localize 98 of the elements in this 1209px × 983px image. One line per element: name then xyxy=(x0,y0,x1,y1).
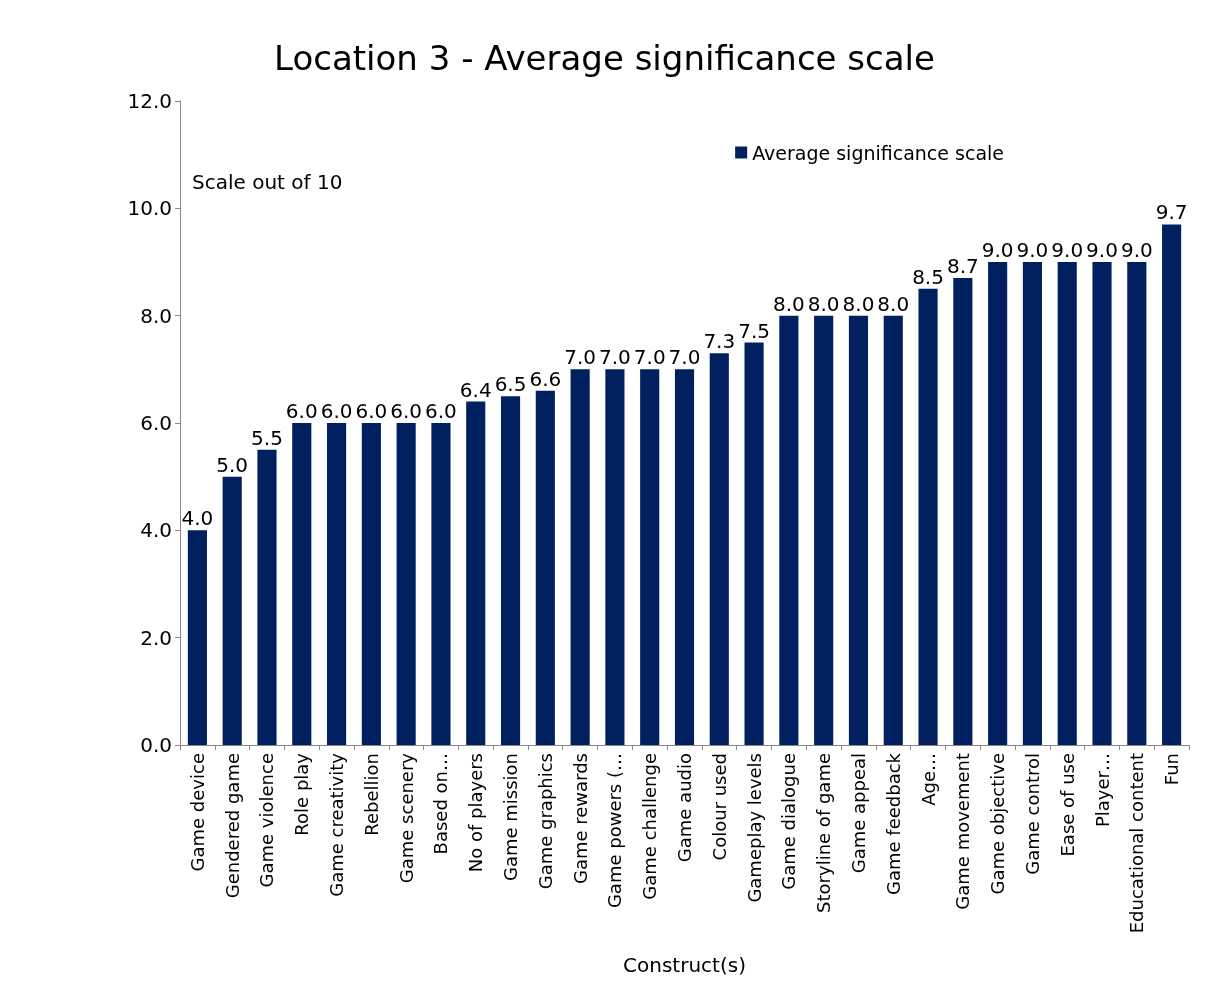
x-tick-label: Fun xyxy=(1161,753,1183,786)
x-tick-label: Game audio xyxy=(674,753,695,863)
bar xyxy=(466,401,486,745)
x-tick-label: Role play xyxy=(291,752,313,836)
bar xyxy=(327,423,347,745)
x-tick-label: Game device xyxy=(186,753,208,872)
bar xyxy=(361,423,381,745)
x-tick-label: Game mission xyxy=(500,753,522,882)
y-tick-label: 6.0 xyxy=(140,411,172,435)
data-label: 8.0 xyxy=(772,291,805,316)
x-tick-label: Game rewards xyxy=(569,753,591,885)
bar xyxy=(222,476,242,745)
x-tick-label: Game dialogue xyxy=(778,753,800,890)
y-tick-label: 8.0 xyxy=(140,303,172,328)
y-tick-label: 0.0 xyxy=(140,733,172,757)
data-label: 6.0 xyxy=(390,399,423,423)
data-label: 8.7 xyxy=(946,254,979,279)
x-tick-label: Age… xyxy=(917,753,939,806)
bar xyxy=(988,262,1008,745)
bar xyxy=(1127,262,1147,745)
data-label: 7.3 xyxy=(703,329,736,354)
data-label: 6.0 xyxy=(320,399,353,423)
data-label: 9.0 xyxy=(1051,238,1084,262)
y-tick-label: 12.0 xyxy=(127,89,172,113)
x-tick-label: Gendered game xyxy=(221,753,243,899)
y-tick-label: 4.0 xyxy=(140,518,172,543)
x-tick-label: Player… xyxy=(1091,753,1113,828)
x-tick-label: Game objective xyxy=(987,753,1009,895)
x-tick-label: Game creativity xyxy=(326,752,348,897)
x-tick-label: Game challenge xyxy=(639,753,661,900)
data-label: 6.6 xyxy=(529,366,562,391)
x-tick-label: Gameplay levels xyxy=(743,753,765,903)
data-label: 8.0 xyxy=(842,291,875,316)
x-tick-label: Game scenery xyxy=(395,752,417,884)
bar xyxy=(918,288,938,745)
bar xyxy=(431,423,451,745)
bar xyxy=(744,342,764,745)
bar xyxy=(814,315,834,745)
x-tick-label: Ease of use xyxy=(1056,753,1078,857)
legend-label: Average significance scale xyxy=(752,141,1005,164)
x-tick-label: Game graphics xyxy=(534,753,556,890)
data-label: 7.0 xyxy=(633,345,666,370)
x-tick-label: Game appeal xyxy=(847,753,869,874)
x-tick-label: Based on… xyxy=(430,753,452,855)
data-label: 9.7 xyxy=(1155,200,1188,225)
bar xyxy=(605,369,625,745)
data-label: 7.5 xyxy=(738,318,770,343)
data-label: 7.0 xyxy=(564,345,597,370)
data-label: 7.0 xyxy=(668,345,701,370)
bar xyxy=(848,315,869,745)
bar xyxy=(674,369,695,745)
data-label: 6.0 xyxy=(355,399,388,423)
bar xyxy=(640,369,660,745)
data-label: 7.0 xyxy=(599,345,631,370)
bar xyxy=(292,423,312,745)
bar xyxy=(1092,262,1112,745)
x-tick-label: Educational content xyxy=(1126,753,1148,934)
data-label: 4.0 xyxy=(181,506,214,531)
data-label: 8.0 xyxy=(877,291,910,316)
data-label: 8.5 xyxy=(912,264,944,289)
chart-title: Location 3 - Average significance scale xyxy=(274,38,935,78)
x-axis-title: Construct(s) xyxy=(623,953,746,977)
x-tick-label: Rebellion xyxy=(360,753,382,836)
bar xyxy=(1162,224,1182,745)
x-tick-label: Colour used xyxy=(708,753,730,861)
bar xyxy=(779,315,799,745)
bar xyxy=(535,390,555,745)
annotation: Scale out of 10 xyxy=(192,170,343,194)
bar xyxy=(257,449,277,745)
bar xyxy=(709,353,729,745)
bar xyxy=(1022,262,1042,745)
data-label: 9.0 xyxy=(1086,238,1118,262)
data-label: 6.4 xyxy=(459,377,492,402)
y-tick-label: 10.0 xyxy=(127,196,172,221)
x-tick-label: Game violence xyxy=(256,753,278,888)
data-label: 8.0 xyxy=(807,291,840,316)
data-label: 9.0 xyxy=(1016,238,1049,262)
x-tick-label: Storyline of game xyxy=(813,753,835,913)
x-tick-label: Game control xyxy=(1021,753,1043,875)
bar xyxy=(883,315,903,745)
y-tick-label: 2.0 xyxy=(140,625,172,650)
x-tick-label: Game movement xyxy=(952,753,974,910)
bar xyxy=(500,396,521,745)
data-label: 6.0 xyxy=(425,399,457,423)
x-tick-label: Game feedback xyxy=(882,752,904,895)
data-label: 9.0 xyxy=(981,238,1014,262)
bar xyxy=(953,278,973,745)
x-tick-label: No of players xyxy=(465,753,487,873)
bar xyxy=(1057,262,1077,745)
data-label: 9.0 xyxy=(1120,238,1153,262)
data-label: 6.0 xyxy=(285,399,318,423)
bar xyxy=(396,423,416,745)
bar xyxy=(187,530,207,745)
data-label: 6.5 xyxy=(494,372,527,397)
bar xyxy=(570,369,590,745)
data-label: 5.0 xyxy=(216,452,249,477)
data-label: 5.5 xyxy=(251,425,283,450)
x-tick-label: Game powers (… xyxy=(604,753,626,909)
